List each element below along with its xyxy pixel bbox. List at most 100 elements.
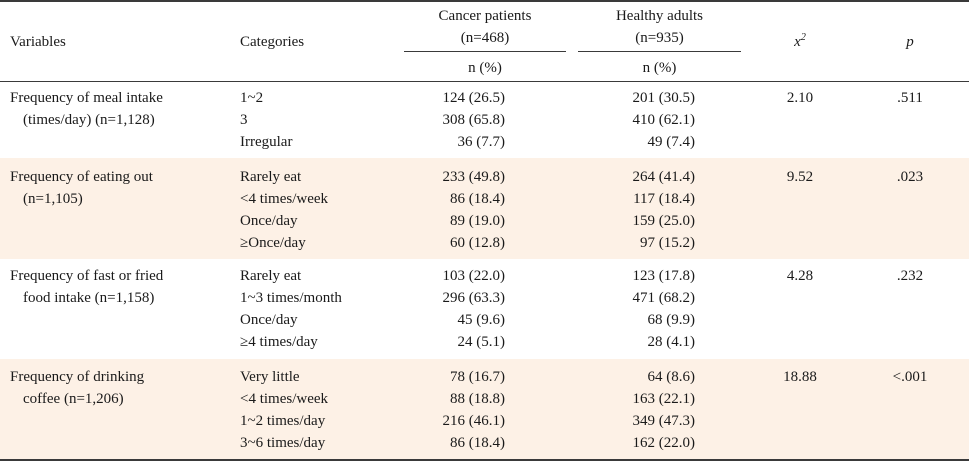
header-unit-group1: n (%)	[468, 60, 502, 76]
row-1-healthy-adults-line: 201 (30.5)	[632, 90, 696, 106]
row-4-cancer-patients-line: 86 (18.4)	[450, 435, 505, 451]
row-2-healthy-adults-line: 117 (18.4)	[633, 191, 695, 207]
row-2-healthy-adults-line: 264 (41.4)	[632, 169, 696, 185]
row-3-p-value: .232	[870, 265, 950, 287]
header-group1-n: (n=468)	[460, 30, 510, 46]
row-1-variable-line: (times/day) (n=1,128)	[23, 112, 155, 128]
row-2-healthy-adults-line: 159 (25.0)	[632, 213, 696, 229]
row-1-categories-line: 3	[240, 112, 248, 128]
row-4-healthy-adults-line: 163 (22.1)	[632, 391, 696, 407]
row-1-chi-square-line: 2.10	[786, 90, 814, 106]
row-band-2	[0, 158, 969, 259]
row-3-p-value-line: .232	[896, 268, 924, 284]
row-4-chi-square-line: 18.88	[783, 369, 817, 385]
row-3-cancer-patients-line: 45 (9.6)	[457, 312, 506, 328]
row-2-variable: Frequency of eating out (n=1,105)	[10, 166, 230, 210]
row-2-categories-line: ≥Once/day	[240, 235, 306, 251]
row-4-categories-line: Very little	[240, 369, 300, 385]
row-2-chi-square-line: 9.52	[786, 169, 814, 185]
header-unit-group2: n (%)	[642, 60, 677, 76]
header-chi-square: x2	[760, 31, 840, 53]
row-4-healthy-adults-line: 64 (8.6)	[647, 369, 696, 385]
row-3-cancer-patients-line: 24 (5.1)	[457, 334, 506, 350]
row-2-cancer-patients-line: 233 (49.8)	[442, 169, 506, 185]
row-4-variable: Frequency of drinking coffee (n=1,206)	[10, 366, 230, 410]
row-3-chi-square-line: 4.28	[786, 268, 814, 284]
row-2-variable-line: Frequency of eating out	[10, 169, 153, 185]
row-3-healthy-adults-line: 28 (4.1)	[647, 334, 696, 350]
row-2-categories: Rarely eat <4 times/week Once/day ≥Once/day	[240, 166, 400, 254]
bottom-rule	[0, 459, 969, 461]
row-1-cancer-patients: 124 (26.5) 308 (65.8) 36 (7.7)	[404, 87, 506, 153]
row-1-healthy-adults-line: 49 (7.4)	[647, 134, 696, 150]
row-3-healthy-adults-line: 123 (17.8)	[632, 268, 696, 284]
row-1-healthy-adults: 201 (30.5) 410 (62.1) 49 (7.4)	[578, 87, 696, 153]
row-3-categories: Rarely eat 1~3 times/month Once/day ≥4 time…	[240, 265, 400, 353]
row-3-chi-square: 4.28	[760, 265, 840, 287]
row-4-healthy-adults-line: 349 (47.3)	[632, 413, 696, 429]
row-2-healthy-adults: 264 (41.4) 117 (18.4) 159 (25.0) 97 (15.2)	[578, 166, 696, 254]
row-1-categories-line: Irregular	[240, 134, 293, 150]
row-3-categories-line: Rarely eat	[240, 268, 302, 284]
row-2-variable-line: (n=1,105)	[23, 191, 83, 207]
row-3-cancer-patients-line: 103 (22.0)	[442, 268, 506, 284]
header-rule	[0, 81, 969, 82]
row-4-healthy-adults: 64 (8.6) 163 (22.1) 349 (47.3) 162 (22.0)	[578, 366, 696, 454]
row-2-healthy-adults-line: 97 (15.2)	[640, 235, 695, 251]
row-4-variable-line: coffee (n=1,206)	[23, 391, 124, 407]
row-3-cancer-patients: 103 (22.0) 296 (63.3) 45 (9.6) 24 (5.1)	[404, 265, 506, 353]
row-1-categories: 1~2 3 Irregular	[240, 87, 400, 153]
chi-symbol: x	[794, 34, 801, 50]
row-2-cancer-patients: 233 (49.8) 86 (18.4) 89 (19.0) 60 (12.8)	[404, 166, 506, 254]
header-categories: Categories	[240, 34, 305, 50]
row-4-cancer-patients-line: 216 (46.1)	[442, 413, 506, 429]
row-2-p-value-line: .023	[896, 169, 924, 185]
row-4-categories-line: 3~6 times/day	[240, 435, 326, 451]
row-1-chi-square: 2.10	[760, 87, 840, 109]
row-4-categories-line: 1~2 times/day	[240, 413, 326, 429]
row-1-categories-line: 1~2	[240, 90, 264, 106]
row-3-variable-line: Frequency of fast or fried	[10, 268, 164, 284]
row-2-categories-line: Rarely eat	[240, 169, 302, 185]
row-3-healthy-adults-line: 471 (68.2)	[632, 290, 696, 306]
group1-underline	[404, 51, 566, 52]
row-4-cancer-patients-line: 88 (18.8)	[450, 391, 505, 407]
row-4-categories-line: <4 times/week	[240, 391, 329, 407]
header-group2-n: (n=935)	[635, 30, 684, 46]
row-3-categories-line: ≥4 times/day	[240, 334, 318, 350]
row-2-p-value: .023	[870, 166, 950, 188]
row-2-categories-line: <4 times/week	[240, 191, 329, 207]
header-group1-name: Cancer patients	[438, 8, 532, 24]
top-rule	[0, 0, 969, 2]
row-2-cancer-patients-line: 86 (18.4)	[450, 191, 505, 207]
row-2-cancer-patients-line: 89 (19.0)	[450, 213, 505, 229]
row-3-categories-line: Once/day	[240, 312, 298, 328]
row-4-chi-square: 18.88	[760, 366, 840, 388]
row-4-p-value: <.001	[870, 366, 950, 388]
row-4-categories: Very little <4 times/week 1~2 times/day 3~6…	[240, 366, 400, 454]
row-3-healthy-adults: 123 (17.8) 471 (68.2) 68 (9.9) 28 (4.1)	[578, 265, 696, 353]
header-p-value: p	[906, 34, 914, 50]
row-4-variable-line: Frequency of drinking	[10, 369, 145, 385]
row-4-p-value-line: <.001	[892, 369, 928, 385]
row-4-cancer-patients-line: 78 (16.7)	[450, 369, 505, 385]
row-3-cancer-patients-line: 296 (63.3)	[442, 290, 506, 306]
row-1-healthy-adults-line: 410 (62.1)	[632, 112, 696, 128]
row-3-variable: Frequency of fast or fried food intake (n…	[10, 265, 230, 309]
chi-superscript: 2	[800, 32, 806, 43]
row-3-categories-line: 1~3 times/month	[240, 290, 342, 306]
row-1-variable-line: Frequency of meal intake	[10, 90, 163, 106]
row-3-variable-line: food intake (n=1,158)	[23, 290, 155, 306]
header-group2-name: Healthy adults	[615, 8, 704, 24]
row-2-categories-line: Once/day	[240, 213, 298, 229]
row-1-cancer-patients-line: 124 (26.5)	[442, 90, 506, 106]
header-variables: Variables	[10, 34, 66, 50]
row-2-chi-square: 9.52	[760, 166, 840, 188]
row-1-p-value: .511	[870, 87, 950, 109]
row-1-cancer-patients-line: 308 (65.8)	[442, 112, 506, 128]
row-band-4	[0, 359, 969, 459]
row-1-variable: Frequency of meal intake (times/day) (n=1…	[10, 87, 230, 131]
row-3-healthy-adults-line: 68 (9.9)	[647, 312, 696, 328]
row-1-p-value-line: .511	[897, 90, 923, 106]
